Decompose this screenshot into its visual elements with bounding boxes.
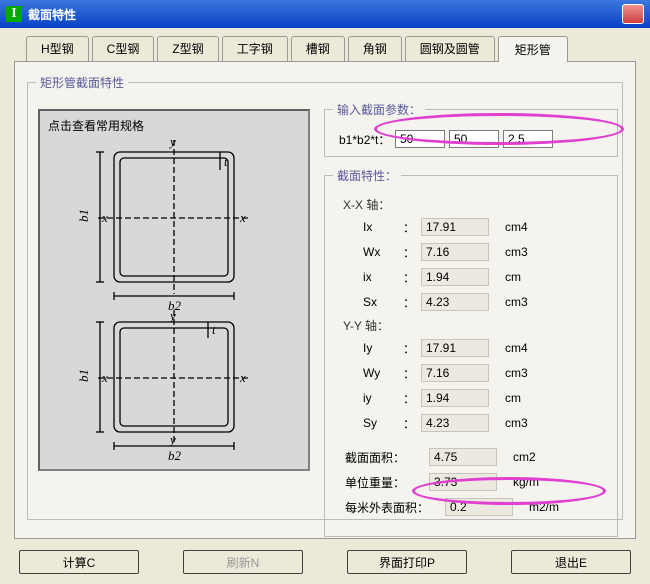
section-group-legend: 矩形管截面特性	[36, 74, 128, 91]
props-legend: 截面特性：	[333, 167, 401, 184]
prop-unit: cm	[505, 391, 555, 405]
svg-text:x: x	[239, 370, 246, 385]
svg-text:y: y	[168, 134, 176, 149]
prop-row: Iy：17.91cm4	[363, 337, 609, 359]
prop-value: 4.23	[421, 293, 489, 311]
area-value: 4.75	[429, 448, 497, 466]
prop-key: Sx	[363, 295, 403, 309]
prop-row: Ix：17.91cm4	[363, 216, 609, 238]
prop-unit: cm4	[505, 341, 555, 355]
tab-strip: H型钢C型钢Z型钢工字钢槽钢角钢圆钢及圆管矩形管	[26, 36, 636, 62]
prop-key: Wx	[363, 245, 403, 259]
refresh-button[interactable]: 刷新N	[183, 550, 303, 574]
prop-value: 1.94	[421, 268, 489, 286]
axis-xx-label: X-X 轴：	[343, 196, 609, 213]
input-b2[interactable]	[449, 130, 499, 148]
tab-5[interactable]: 角钢	[348, 36, 402, 62]
prop-key: Wy	[363, 366, 403, 380]
svg-text:y: y	[168, 432, 176, 447]
app-icon: I	[6, 6, 22, 22]
tab-1[interactable]: C型钢	[92, 36, 155, 62]
prop-row: Sx：4.23cm3	[363, 291, 609, 313]
prop-unit: cm3	[505, 245, 555, 259]
prop-value: 17.91	[421, 339, 489, 357]
prop-key: Ix	[363, 220, 403, 234]
svg-text:b1: b1	[76, 369, 91, 382]
svg-text:t: t	[212, 322, 216, 337]
prop-value: 17.91	[421, 218, 489, 236]
weight-value: 3.73	[429, 473, 497, 491]
window-title: 截面特性	[28, 6, 76, 23]
params-group: 输入截面参数： b1*b2*t：	[324, 101, 618, 157]
prop-unit: cm3	[505, 416, 555, 430]
diagram-box[interactable]: 点击查看常用规格	[38, 109, 310, 471]
row-surface: 每米外表面积： 0.2 m2/m	[345, 496, 609, 518]
surface-unit: m2/m	[529, 500, 579, 514]
prop-row: Wy：7.16cm3	[363, 362, 609, 384]
weight-label: 单位重量：	[345, 474, 429, 491]
props-group: 截面特性： X-X 轴： Ix：17.91cm4Wx：7.16cm3ix：1.9…	[324, 167, 618, 537]
exit-button[interactable]: 退出E	[511, 550, 631, 574]
calc-button[interactable]: 计算C	[19, 550, 139, 574]
row-weight: 单位重量： 3.73 kg/m	[345, 471, 609, 493]
prop-key: Sy	[363, 416, 403, 430]
weight-unit: kg/m	[513, 475, 563, 489]
svg-text:y: y	[168, 308, 176, 323]
tab-2[interactable]: Z型钢	[157, 36, 218, 62]
surface-value: 0.2	[445, 498, 513, 516]
svg-text:x: x	[101, 210, 108, 225]
prop-unit: cm3	[505, 366, 555, 380]
prop-row: Wx：7.16cm3	[363, 241, 609, 263]
prop-unit: cm	[505, 270, 555, 284]
row-area: 截面面积： 4.75 cm2	[345, 446, 609, 468]
svg-text:x: x	[101, 370, 108, 385]
tab-6[interactable]: 圆钢及圆管	[405, 36, 495, 62]
svg-text:b2: b2	[168, 448, 182, 463]
close-icon[interactable]	[622, 4, 644, 24]
svg-text:x: x	[239, 210, 246, 225]
prop-value: 7.16	[421, 364, 489, 382]
diagram-hint: 点击查看常用规格	[48, 117, 304, 134]
tab-3[interactable]: 工字钢	[222, 36, 288, 62]
axis-yy-label: Y-Y 轴：	[343, 317, 609, 334]
titlebar: I 截面特性	[0, 0, 650, 28]
prop-key: ix	[363, 270, 403, 284]
area-label: 截面面积：	[345, 449, 429, 466]
prop-key: iy	[363, 391, 403, 405]
prop-row: iy：1.94cm	[363, 387, 609, 409]
surface-label: 每米外表面积：	[345, 499, 445, 516]
svg-text:t: t	[224, 154, 228, 169]
prop-value: 4.23	[421, 414, 489, 432]
tab-7[interactable]: 矩形管	[498, 36, 568, 62]
input-t[interactable]	[503, 130, 553, 148]
tab-panel: 矩形管截面特性 点击查看常用规格	[14, 61, 636, 539]
prop-unit: cm3	[505, 295, 555, 309]
prop-key: Iy	[363, 341, 403, 355]
print-button[interactable]: 界面打印P	[347, 550, 467, 574]
prop-unit: cm4	[505, 220, 555, 234]
prop-row: ix：1.94cm	[363, 266, 609, 288]
section-diagram: y xx b1 b2 t y xx b1 b2 t y	[44, 134, 304, 464]
prop-value: 1.94	[421, 389, 489, 407]
params-legend: 输入截面参数：	[333, 101, 425, 118]
tab-4[interactable]: 槽钢	[291, 36, 345, 62]
tab-0[interactable]: H型钢	[26, 36, 89, 62]
input-b1[interactable]	[395, 130, 445, 148]
section-group: 矩形管截面特性 点击查看常用规格	[27, 74, 623, 520]
prop-value: 7.16	[421, 243, 489, 261]
prop-row: Sy：4.23cm3	[363, 412, 609, 434]
area-unit: cm2	[513, 450, 563, 464]
button-bar: 计算C 刷新N 界面打印P 退出E	[14, 550, 636, 574]
svg-text:b1: b1	[76, 209, 91, 222]
params-label: b1*b2*t：	[339, 131, 391, 148]
